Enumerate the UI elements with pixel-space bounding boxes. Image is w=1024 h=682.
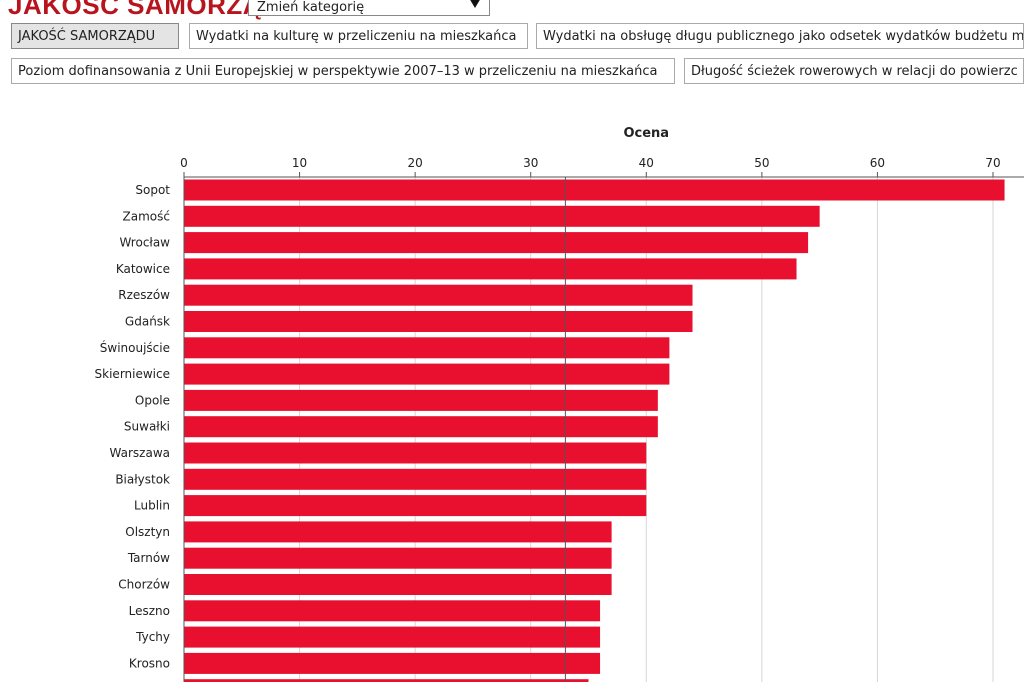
bar <box>184 626 601 648</box>
category-label: Tarnów <box>127 551 170 565</box>
category-label: Rzeszów <box>118 288 170 302</box>
tab-label: Poziom dofinansowania z Unii Europejskie… <box>18 64 658 79</box>
x-tick-label: 30 <box>523 156 538 170</box>
category-label: Warszawa <box>110 446 170 460</box>
bar <box>184 311 693 332</box>
category-label: Gdańsk <box>125 315 170 329</box>
bar <box>184 468 647 490</box>
tab-label: JAKOŚĆ SAMORZĄDU <box>18 29 156 44</box>
x-tick-label: 20 <box>408 156 423 170</box>
tab-jakosc-samorzadu[interactable]: JAKOŚĆ SAMORZĄDU <box>11 23 179 49</box>
tab-sciezki-rowerowe[interactable]: Długość ścieżek rowerowych w relacji do … <box>684 58 1024 84</box>
category-label: Sopot <box>135 183 170 197</box>
bar <box>184 574 612 595</box>
bar <box>184 284 693 306</box>
chart-title: Ocena <box>623 126 669 141</box>
category-label: Opole <box>135 393 170 407</box>
x-tick-label: 0 <box>180 156 188 170</box>
category-select-value: Zmień kategorię <box>257 0 365 15</box>
x-tick-label: 70 <box>985 156 1000 170</box>
category-label: Zamość <box>123 209 170 223</box>
category-label: Świnoujście <box>100 340 170 355</box>
bar <box>184 363 670 385</box>
tab-label: Wydatki na kulturę w przeliczeniu na mie… <box>196 29 517 44</box>
bar <box>184 547 612 569</box>
category-label: Leszno <box>129 604 170 618</box>
bar <box>184 652 601 674</box>
bar <box>184 679 589 682</box>
bar <box>184 337 670 359</box>
tab-wydatki-na-kulture[interactable]: Wydatki na kulturę w przeliczeniu na mie… <box>189 23 528 49</box>
bar <box>184 442 647 464</box>
x-tick-label: 10 <box>292 156 307 170</box>
bar <box>184 389 658 411</box>
category-label: Chorzów <box>118 578 170 592</box>
category-label: Lublin <box>134 499 170 513</box>
x-tick-label: 40 <box>639 156 654 170</box>
bar <box>184 495 647 517</box>
tab-label: Wydatki na obsługę długu publicznego jak… <box>543 29 1024 44</box>
category-label: Wrocław <box>119 236 170 250</box>
x-tick-label: 60 <box>870 156 885 170</box>
app-title: JAKOŚĆ SAMORZĄDU <box>8 0 301 20</box>
bar <box>184 205 820 227</box>
dropdown-arrow-icon[interactable] <box>469 0 481 8</box>
category-label: Białystok <box>115 472 170 486</box>
x-tick-label: 50 <box>754 156 769 170</box>
tab-obsluga-dlugu[interactable]: Wydatki na obsługę długu publicznego jak… <box>536 23 1024 49</box>
bar <box>184 521 612 543</box>
category-label: Olsztyn <box>125 525 170 539</box>
tab-dofinansowanie-ue[interactable]: Poziom dofinansowania z Unii Europejskie… <box>11 58 675 84</box>
header: JAKOŚĆ SAMORZĄDU Zmień kategorię <box>0 0 1024 20</box>
bar-chart: Ocena 0 10 20 30 40 50 60 70 Sopot Zamość Wrocław Ka… <box>95 126 1024 682</box>
category-label: Katowice <box>116 262 170 276</box>
category-label: Suwałki <box>124 420 170 434</box>
category-label: Tychy <box>135 630 170 644</box>
category-select[interactable]: Zmień kategorię <box>248 0 490 16</box>
bar <box>184 600 601 622</box>
bar <box>184 232 809 254</box>
bar <box>184 258 797 280</box>
category-label: Krosno <box>129 656 170 670</box>
bar <box>184 179 1005 201</box>
category-label: Skierniewice <box>95 367 170 381</box>
bar <box>184 416 658 438</box>
tab-label: Długość ścieżek rowerowych w relacji do … <box>691 64 1018 79</box>
